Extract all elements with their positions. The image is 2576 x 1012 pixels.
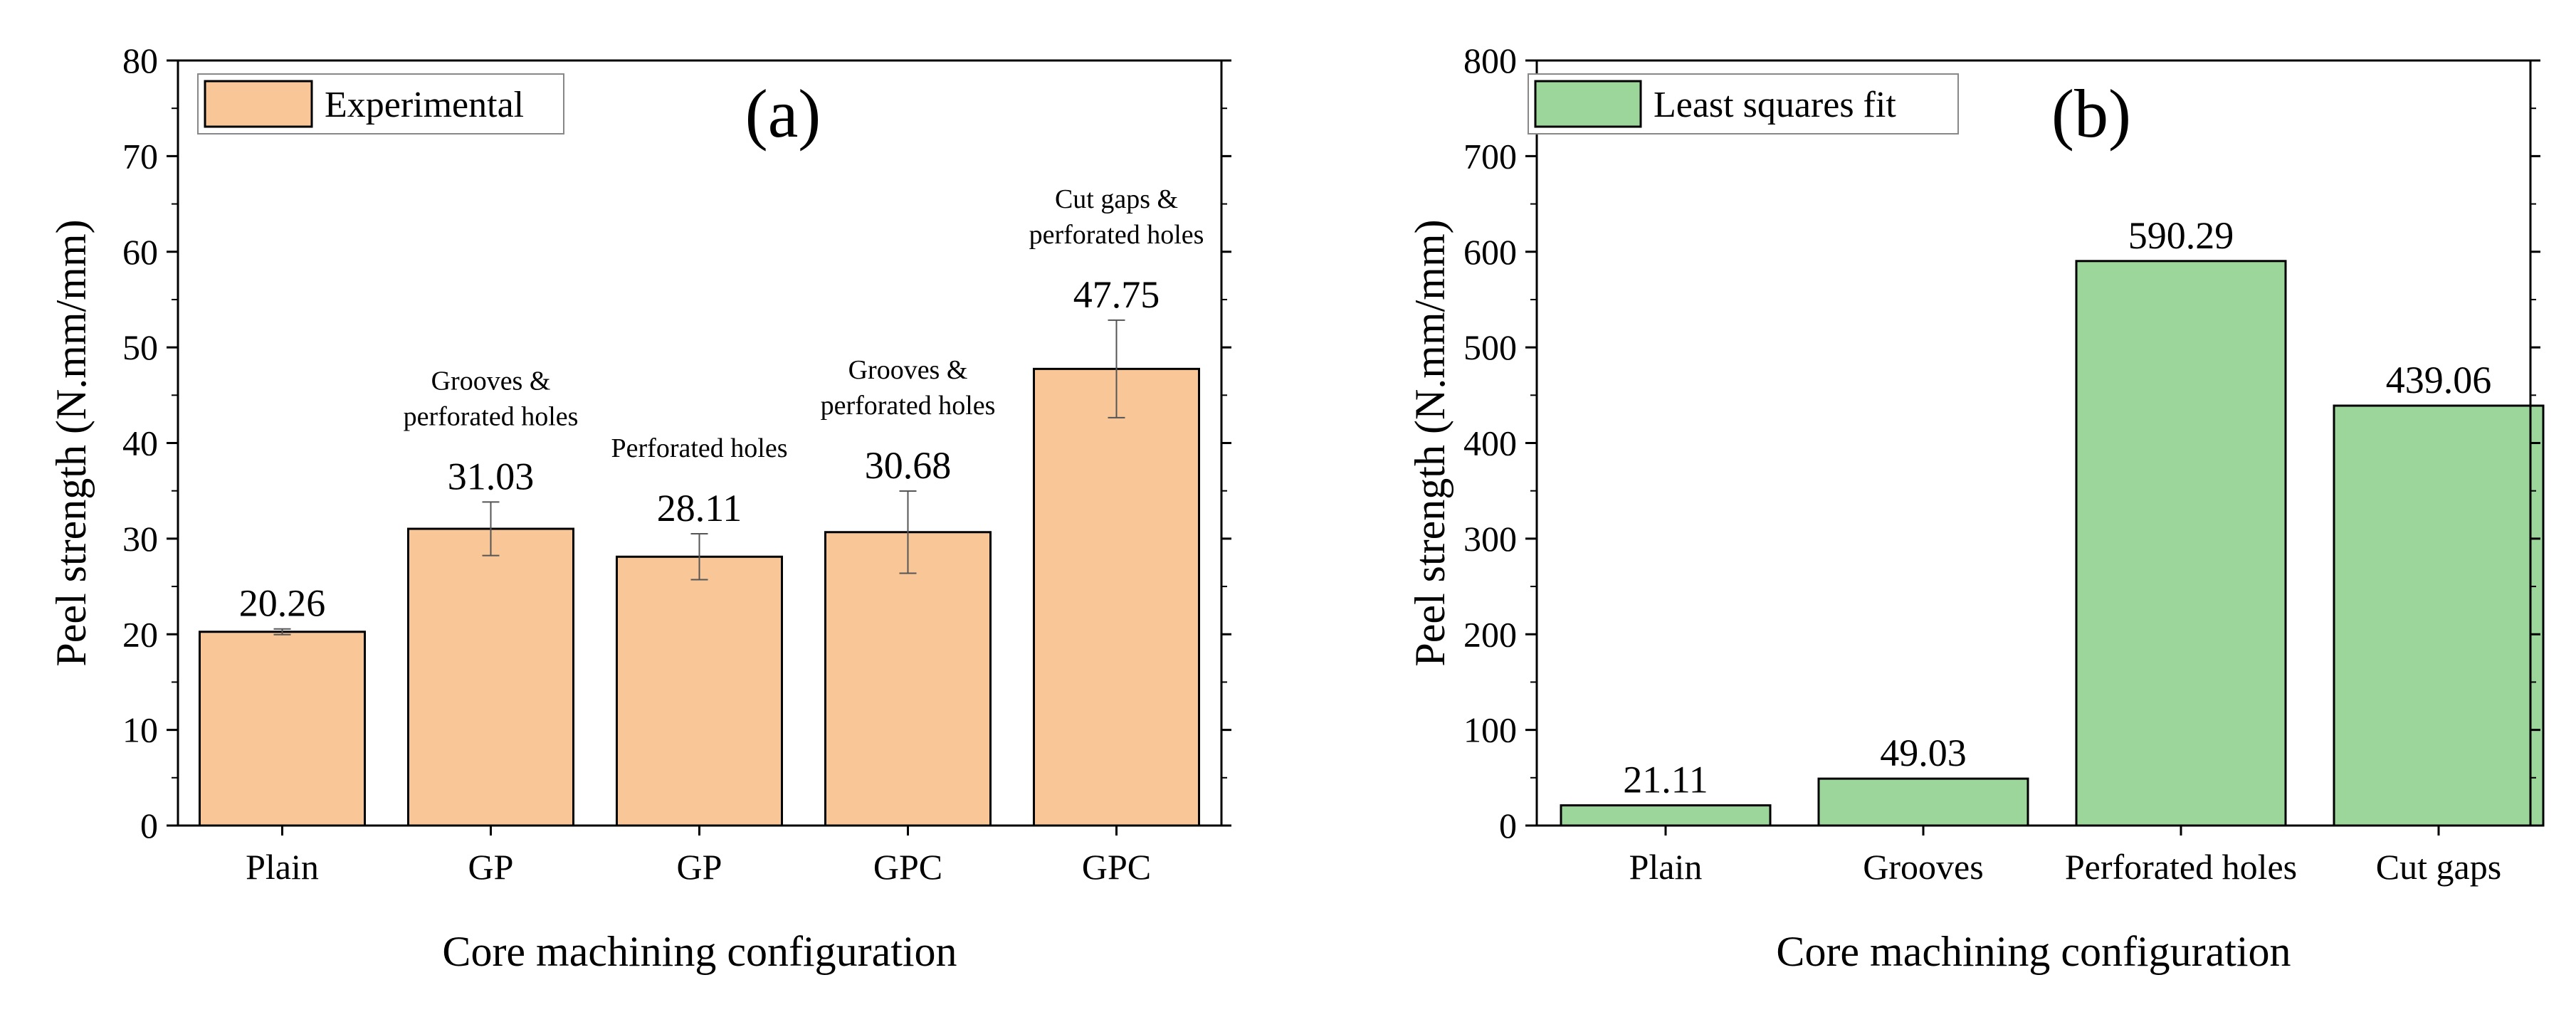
bar-annotation: Cut gaps & [1055, 184, 1178, 214]
chart-panel-b: 21.11 Plain 49.03 Grooves 590.29 Perforated h… [1407, 41, 2545, 975]
data-label: 439.06 [2386, 359, 2492, 401]
x-tick-label: GP [468, 847, 514, 887]
data-label: 30.68 [865, 444, 952, 487]
y-tick-label: 70 [122, 136, 158, 176]
bar [407, 527, 574, 827]
bar [2333, 404, 2545, 827]
panel-label: (b) [2051, 75, 2131, 152]
data-label: 21.11 [1623, 759, 1708, 801]
y-tick-label: 0 [1499, 806, 1517, 845]
data-label: 28.11 [657, 487, 742, 529]
legend-label: Experimental [325, 85, 524, 125]
y-tick-label: 30 [122, 519, 158, 559]
legend: Least squares fit [1528, 73, 1959, 135]
data-label: 31.03 [448, 455, 535, 497]
bar [1033, 367, 1200, 827]
bar [1817, 777, 2029, 827]
y-tick-label: 300 [1463, 519, 1517, 559]
y-tick-label: 20 [122, 614, 158, 654]
error-bar [899, 490, 917, 574]
bar-annotation: perforated holes [404, 401, 579, 431]
y-tick-label: 40 [122, 423, 158, 463]
y-tick-label: 10 [122, 710, 158, 750]
bar [1560, 804, 1772, 827]
legend-swatch [204, 80, 313, 128]
y-tick-label: 200 [1463, 614, 1517, 654]
x-axis-title: Core machining configuration [442, 928, 957, 975]
y-axis-title: Peel strength (N.mm/mm) [1407, 219, 1453, 666]
y-tick-label: 700 [1463, 136, 1517, 176]
data-label: 590.29 [2128, 214, 2234, 257]
bar-annotation: Grooves & [431, 366, 551, 396]
bar-annotation: perforated holes [1029, 220, 1204, 250]
legend-swatch [1534, 80, 1642, 128]
y-tick-label: 50 [122, 327, 158, 367]
legend-label: Least squares fit [1654, 85, 1896, 125]
bar-annotation: Grooves & [848, 355, 968, 385]
y-axis-title: Peel strength (N.mm/mm) [48, 219, 95, 666]
x-tick-label: GPC [873, 847, 942, 887]
x-tick-label: Plain [1629, 847, 1703, 887]
error-bar [1108, 319, 1125, 418]
legend: Experimental [197, 73, 564, 135]
x-axis-title: Core machining configuration [1776, 928, 2291, 975]
bar [616, 555, 783, 827]
data-label: 20.26 [239, 582, 326, 625]
error-bar [482, 501, 500, 557]
x-tick-label: Cut gaps [2376, 847, 2501, 887]
x-tick-label: GP [677, 847, 722, 887]
plot-frame [177, 59, 1223, 827]
y-tick-label: 500 [1463, 327, 1517, 367]
y-tick-label: 400 [1463, 423, 1517, 463]
x-tick-label: Perforated holes [2065, 847, 2297, 887]
bar [199, 631, 366, 827]
y-tick-label: 800 [1463, 41, 1517, 80]
panel-label: (a) [745, 75, 821, 152]
y-tick-label: 60 [122, 232, 158, 272]
bar-annotation: perforated holes [821, 391, 996, 421]
y-tick-label: 600 [1463, 232, 1517, 272]
bar [2075, 260, 2287, 827]
x-tick-label: Plain [246, 847, 319, 887]
data-label: 49.03 [1880, 732, 1967, 774]
y-tick-label: 100 [1463, 710, 1517, 750]
chart-panel-a: 20.26 Plain 31.03 Grooves & perforated holes… [48, 41, 1231, 975]
y-tick-label: 80 [122, 41, 158, 80]
x-tick-label: GPC [1082, 847, 1151, 887]
bar-annotation: Perforated holes [611, 433, 788, 463]
plot-frame [1535, 59, 2532, 827]
bar [824, 531, 992, 827]
error-bar [690, 533, 708, 581]
data-label: 47.75 [1073, 273, 1160, 316]
x-tick-label: Grooves [1863, 847, 1983, 887]
y-tick-label: 0 [140, 806, 158, 845]
error-bar [273, 628, 291, 636]
